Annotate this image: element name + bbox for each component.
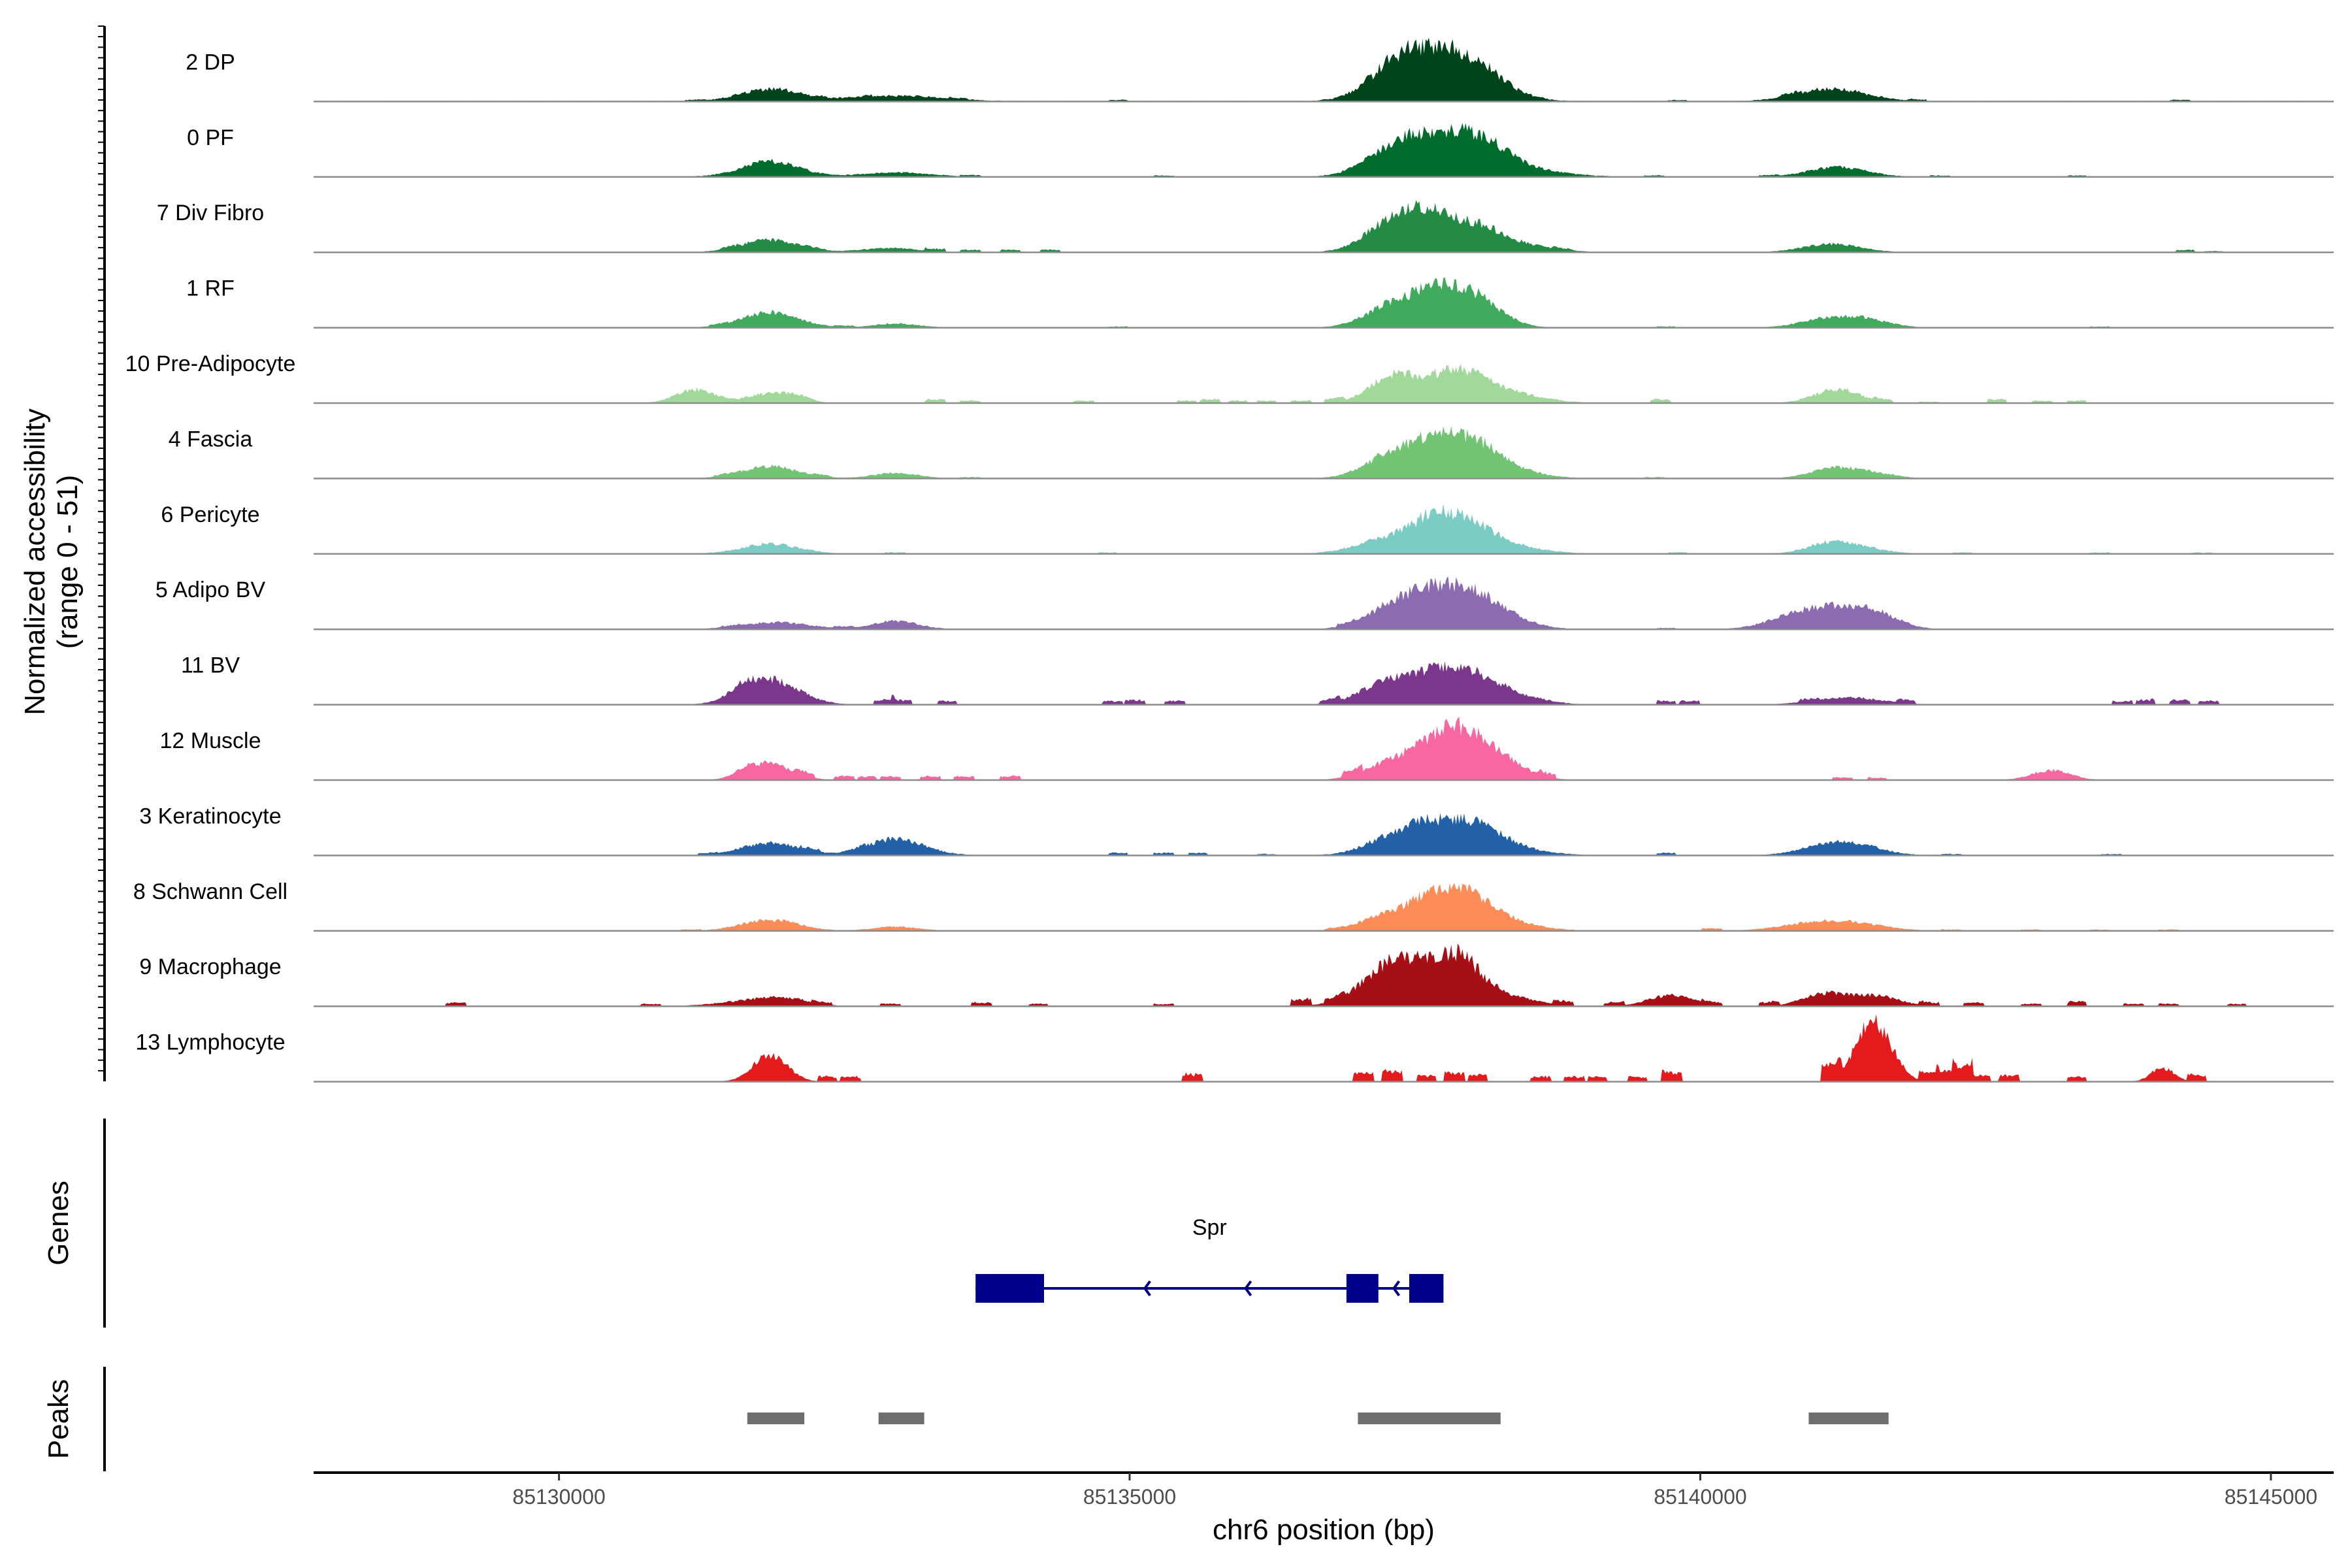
x-axis-tick-label: 85145000 <box>2225 1485 2317 1509</box>
track-label: 1 RF <box>186 276 235 301</box>
coverage-track: 3 Keratinocyte <box>139 804 2334 857</box>
track-label: 9 Macrophage <box>139 955 281 979</box>
strand-arrow <box>1392 1280 1401 1297</box>
x-axis: 85130000 85135000 85140000 85145000 <box>314 1471 2334 1509</box>
track-label: 11 BV <box>181 653 240 678</box>
coverage-track: 1 RF <box>186 276 2334 329</box>
coverage-track: 10 Pre-Adipocyte <box>125 351 2334 404</box>
coverage-track: 7 Div Fibro <box>157 200 2334 253</box>
y-axis-label-line2: (range 0 - 51) <box>52 475 84 649</box>
x-axis-title: chr6 position (bp) <box>1213 1514 1435 1546</box>
gene-model <box>975 1274 1444 1303</box>
coverage-track: 0 PF <box>187 123 2334 178</box>
genes-panel: Genes Spr <box>42 1119 1444 1328</box>
track-label: 8 Schwann Cell <box>133 879 287 904</box>
peak-region <box>878 1413 924 1424</box>
peak-regions <box>747 1413 1889 1424</box>
gene-exon <box>975 1274 1044 1303</box>
x-axis-tick-label: 85140000 <box>1654 1485 1746 1509</box>
peaks-label: Peaks <box>42 1379 74 1459</box>
coverage-track: 4 Fascia <box>169 426 2334 480</box>
coverage-track: 2 DP <box>186 37 2334 103</box>
coverage-track: 6 Pericyte <box>161 502 2334 555</box>
coverage-track: 9 Macrophage <box>139 943 2334 1007</box>
peak-region <box>747 1413 805 1424</box>
track-label: 10 Pre-Adipocyte <box>125 351 296 376</box>
genes-label: Genes <box>42 1181 74 1266</box>
track-label: 3 Keratinocyte <box>139 804 281 828</box>
coverage-track: 13 Lymphocyte <box>135 1014 2334 1083</box>
coverage-tracks: 2 DP 0 PF 7 Div Fibro 1 RF 10 Pre-Adipocyte 4… <box>125 37 2334 1083</box>
gene-exon <box>1409 1274 1444 1303</box>
peaks-panel: Peaks <box>42 1367 1889 1471</box>
coverage-track: 11 BV <box>181 653 2334 706</box>
coverage-track: 12 Muscle <box>160 717 2334 781</box>
gene-exon <box>1346 1274 1379 1303</box>
coverage-area <box>314 364 2334 403</box>
gene-name-label: Spr <box>1192 1215 1227 1240</box>
peak-region <box>1808 1413 1889 1424</box>
track-label: 6 Pericyte <box>161 502 259 527</box>
track-label: 5 Adipo BV <box>155 578 266 602</box>
track-label: 12 Muscle <box>160 728 261 753</box>
coverage-track: 5 Adipo BV <box>155 576 2334 630</box>
track-label: 4 Fascia <box>169 427 253 451</box>
x-axis-tick-label: 85130000 <box>512 1485 605 1509</box>
coverage-y-axis <box>98 25 106 1081</box>
y-axis-label-line1: Normalized accessibility <box>19 408 51 715</box>
track-label: 0 PF <box>187 125 234 150</box>
coverage-area <box>314 661 2334 705</box>
coverage-area <box>314 813 2334 856</box>
strand-arrow <box>1244 1280 1252 1297</box>
coverage-area <box>314 576 2334 630</box>
peak-region <box>1358 1413 1501 1424</box>
coverage-y-axis-title: Normalized accessibility (range 0 - 51) <box>19 408 84 715</box>
track-label: 2 DP <box>186 50 235 74</box>
track-label: 7 Div Fibro <box>157 201 264 225</box>
track-label: 13 Lymphocyte <box>135 1030 285 1055</box>
x-axis-tick-label: 85135000 <box>1083 1485 1176 1509</box>
coverage-track: 8 Schwann Cell <box>133 879 2334 932</box>
strand-arrow <box>1143 1280 1151 1297</box>
